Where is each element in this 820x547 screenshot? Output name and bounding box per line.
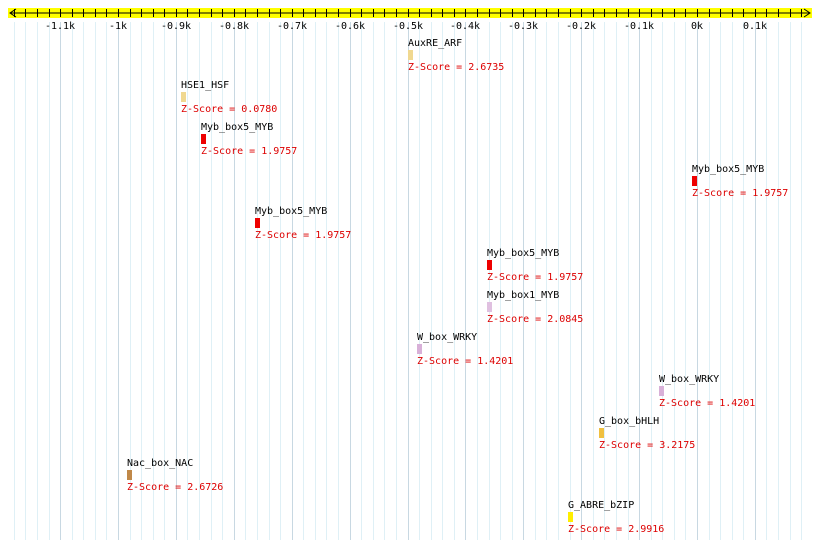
site-zscore: Z-Score = 2.0845 bbox=[487, 314, 583, 325]
site-zscore: Z-Score = 1.9757 bbox=[487, 272, 583, 283]
site-name: G_box_bHLH bbox=[599, 416, 659, 427]
tick-label: 0k bbox=[691, 21, 703, 32]
site-name: Myb_box5_MYB bbox=[201, 122, 273, 133]
binding-sites: AuxRE_ARF Z-Score = 2.6735 HSE1_HSF Z-Score… bbox=[127, 38, 788, 535]
site-zscore: Z-Score = 1.4201 bbox=[659, 398, 755, 409]
binding-site: Myb_box5_MYB Z-Score = 1.9757 bbox=[201, 122, 297, 157]
site-zscore: Z-Score = 1.9757 bbox=[692, 188, 788, 199]
site-name: Nac_box_NAC bbox=[127, 458, 193, 469]
binding-site: HSE1_HSF Z-Score = 0.0780 bbox=[181, 80, 277, 115]
site-zscore: Z-Score = 2.6735 bbox=[408, 62, 504, 73]
site-zscore: Z-Score = 1.9757 bbox=[201, 146, 297, 157]
binding-site: G_ABRE_bZIP Z-Score = 2.9916 bbox=[568, 500, 664, 535]
site-name: G_ABRE_bZIP bbox=[568, 500, 634, 511]
site-zscore: Z-Score = 3.2175 bbox=[599, 440, 695, 451]
site-name: AuxRE_ARF bbox=[408, 38, 462, 49]
tick-label: -0.4k bbox=[450, 21, 480, 32]
site-zscore: Z-Score = 2.9916 bbox=[568, 524, 664, 535]
site-marker bbox=[692, 176, 697, 186]
tick-label: -0.2k bbox=[566, 21, 596, 32]
site-name: Myb_box1_MYB bbox=[487, 290, 559, 301]
site-marker bbox=[568, 512, 573, 522]
tick-label: -0.1k bbox=[624, 21, 654, 32]
tick-label: 0.1k bbox=[743, 21, 767, 32]
site-marker bbox=[408, 50, 413, 60]
site-marker bbox=[201, 134, 206, 144]
grid-lines bbox=[14, 22, 802, 540]
binding-site: Myb_box5_MYB Z-Score = 1.9757 bbox=[692, 164, 788, 199]
site-name: W_box_WRKY bbox=[659, 374, 719, 385]
binding-site: W_box_WRKY Z-Score = 1.4201 bbox=[659, 374, 755, 409]
site-name: HSE1_HSF bbox=[181, 80, 229, 91]
tick-label: -0.9k bbox=[161, 21, 191, 32]
site-name: W_box_WRKY bbox=[417, 332, 477, 343]
binding-site: AuxRE_ARF Z-Score = 2.6735 bbox=[408, 38, 504, 73]
axis-arrow-right bbox=[803, 8, 811, 18]
site-marker bbox=[487, 302, 492, 312]
site-zscore: Z-Score = 1.9757 bbox=[255, 230, 351, 241]
site-marker bbox=[127, 470, 132, 480]
axis-ticks: -1.1k -1k -0.9k -0.8k -0.7k -0.6k -0.5k -0.4k -0… bbox=[45, 21, 767, 32]
position-axis bbox=[8, 8, 812, 18]
tick-label: -0.8k bbox=[219, 21, 249, 32]
binding-site: Myb_box5_MYB Z-Score = 1.9757 bbox=[487, 248, 583, 283]
tick-label: -0.6k bbox=[335, 21, 365, 32]
site-name: Myb_box5_MYB bbox=[255, 206, 327, 217]
site-marker bbox=[487, 260, 492, 270]
binding-site: Myb_box5_MYB Z-Score = 1.9757 bbox=[255, 206, 351, 241]
site-zscore: Z-Score = 1.4201 bbox=[417, 356, 513, 367]
site-marker bbox=[659, 386, 664, 396]
tick-label: -0.3k bbox=[508, 21, 538, 32]
binding-site: Nac_box_NAC Z-Score = 2.6726 bbox=[127, 458, 223, 493]
tick-label: -1k bbox=[109, 21, 127, 32]
site-marker bbox=[255, 218, 260, 228]
site-zscore: Z-Score = 2.6726 bbox=[127, 482, 223, 493]
site-marker bbox=[417, 344, 422, 354]
tick-label: -0.7k bbox=[277, 21, 307, 32]
site-name: Myb_box5_MYB bbox=[692, 164, 764, 175]
tick-label: -0.5k bbox=[393, 21, 423, 32]
site-zscore: Z-Score = 0.0780 bbox=[181, 104, 277, 115]
site-name: Myb_box5_MYB bbox=[487, 248, 559, 259]
binding-site: G_box_bHLH Z-Score = 3.2175 bbox=[599, 416, 695, 451]
site-marker bbox=[599, 428, 604, 438]
binding-site: Myb_box1_MYB Z-Score = 2.0845 bbox=[487, 290, 583, 325]
site-marker bbox=[181, 92, 186, 102]
tick-label: -1.1k bbox=[45, 21, 75, 32]
binding-site: W_box_WRKY Z-Score = 1.4201 bbox=[417, 332, 513, 367]
